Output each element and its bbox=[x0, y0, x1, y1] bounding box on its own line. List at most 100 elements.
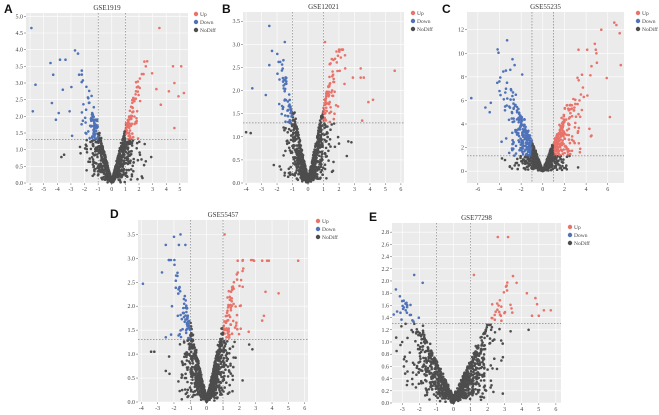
data-point bbox=[126, 155, 129, 158]
data-point bbox=[227, 334, 230, 337]
data-point bbox=[519, 156, 522, 160]
data-point bbox=[410, 377, 414, 381]
data-point bbox=[490, 325, 494, 329]
data-point bbox=[231, 378, 235, 382]
data-point bbox=[92, 129, 96, 133]
data-point bbox=[400, 318, 403, 321]
data-point bbox=[89, 125, 93, 128]
data-point bbox=[131, 101, 134, 105]
data-point bbox=[468, 397, 472, 401]
data-point bbox=[287, 146, 291, 150]
data-point bbox=[296, 132, 299, 135]
data-point bbox=[328, 75, 331, 79]
data-point bbox=[50, 101, 54, 105]
data-point bbox=[415, 366, 419, 370]
data-point bbox=[80, 123, 83, 126]
data-point bbox=[106, 181, 109, 184]
data-point bbox=[578, 115, 582, 119]
data-point bbox=[194, 375, 197, 379]
data-point bbox=[336, 69, 339, 73]
data-point bbox=[278, 78, 281, 81]
data-point bbox=[188, 342, 191, 345]
data-point bbox=[218, 345, 222, 349]
data-point bbox=[284, 149, 287, 153]
data-point bbox=[119, 169, 123, 173]
data-point bbox=[225, 381, 228, 385]
data-point bbox=[277, 292, 280, 295]
data-point bbox=[315, 156, 318, 160]
data-point bbox=[104, 177, 107, 181]
data-point bbox=[132, 110, 135, 113]
data-point bbox=[283, 82, 287, 86]
data-point bbox=[520, 73, 524, 76]
data-point bbox=[119, 160, 123, 164]
data-point bbox=[234, 324, 238, 327]
y-tick-label: 0 bbox=[461, 169, 464, 175]
y-tick-label: 1.0 bbox=[16, 148, 24, 154]
data-point bbox=[70, 134, 74, 138]
data-point bbox=[555, 168, 559, 171]
data-point bbox=[180, 398, 184, 401]
y-tick-label: 1.0 bbox=[382, 340, 390, 346]
legend-label: Up bbox=[200, 12, 207, 18]
data-point bbox=[578, 150, 582, 154]
legend-label: Up bbox=[322, 219, 329, 225]
data-point bbox=[324, 101, 328, 104]
data-point bbox=[91, 158, 95, 161]
data-point bbox=[499, 76, 502, 79]
data-point bbox=[226, 375, 230, 378]
data-point bbox=[129, 117, 133, 121]
y-tick-label: 3.0 bbox=[128, 256, 136, 262]
data-point bbox=[526, 168, 530, 171]
x-tick-label: -6 bbox=[475, 187, 480, 193]
y-tick-label: 0.8 bbox=[382, 352, 390, 358]
data-point bbox=[224, 368, 227, 372]
data-point bbox=[286, 114, 290, 118]
data-point bbox=[514, 103, 517, 107]
data-point bbox=[123, 156, 127, 159]
data-point bbox=[191, 378, 194, 382]
y-tick-label: 2.0 bbox=[382, 279, 390, 285]
data-point bbox=[227, 304, 231, 308]
data-point bbox=[570, 149, 574, 153]
data-point bbox=[132, 99, 136, 103]
data-point bbox=[214, 385, 218, 389]
data-point bbox=[527, 133, 530, 137]
data-point bbox=[504, 285, 508, 288]
data-point bbox=[316, 140, 319, 143]
x-tick-label: 5 bbox=[537, 407, 540, 413]
data-point bbox=[142, 163, 146, 167]
data-point bbox=[121, 154, 125, 158]
data-point bbox=[503, 158, 507, 162]
data-point bbox=[130, 141, 134, 144]
data-point bbox=[180, 373, 184, 376]
data-point bbox=[242, 267, 245, 270]
data-point bbox=[192, 390, 195, 394]
data-point bbox=[567, 109, 571, 112]
data-point bbox=[221, 333, 224, 336]
data-point bbox=[478, 363, 481, 367]
data-point bbox=[119, 158, 123, 162]
data-point bbox=[517, 111, 521, 114]
data-point bbox=[100, 146, 104, 150]
data-point bbox=[304, 168, 308, 172]
data-point bbox=[231, 319, 235, 323]
data-point bbox=[351, 76, 355, 79]
data-point bbox=[283, 171, 287, 175]
data-point bbox=[184, 243, 187, 247]
data-point bbox=[478, 361, 482, 364]
data-point bbox=[140, 158, 143, 161]
data-point bbox=[178, 389, 181, 393]
data-point bbox=[198, 368, 201, 371]
y-tick-label: 1.5 bbox=[16, 131, 24, 137]
x-tick-label: 5 bbox=[384, 187, 387, 193]
data-point bbox=[125, 143, 129, 146]
data-point bbox=[578, 99, 581, 102]
data-point bbox=[186, 388, 190, 392]
data-point bbox=[332, 160, 335, 164]
data-point bbox=[238, 304, 242, 308]
x-tick-label: 1 bbox=[222, 406, 225, 412]
data-point bbox=[159, 103, 163, 106]
data-point bbox=[216, 353, 220, 357]
